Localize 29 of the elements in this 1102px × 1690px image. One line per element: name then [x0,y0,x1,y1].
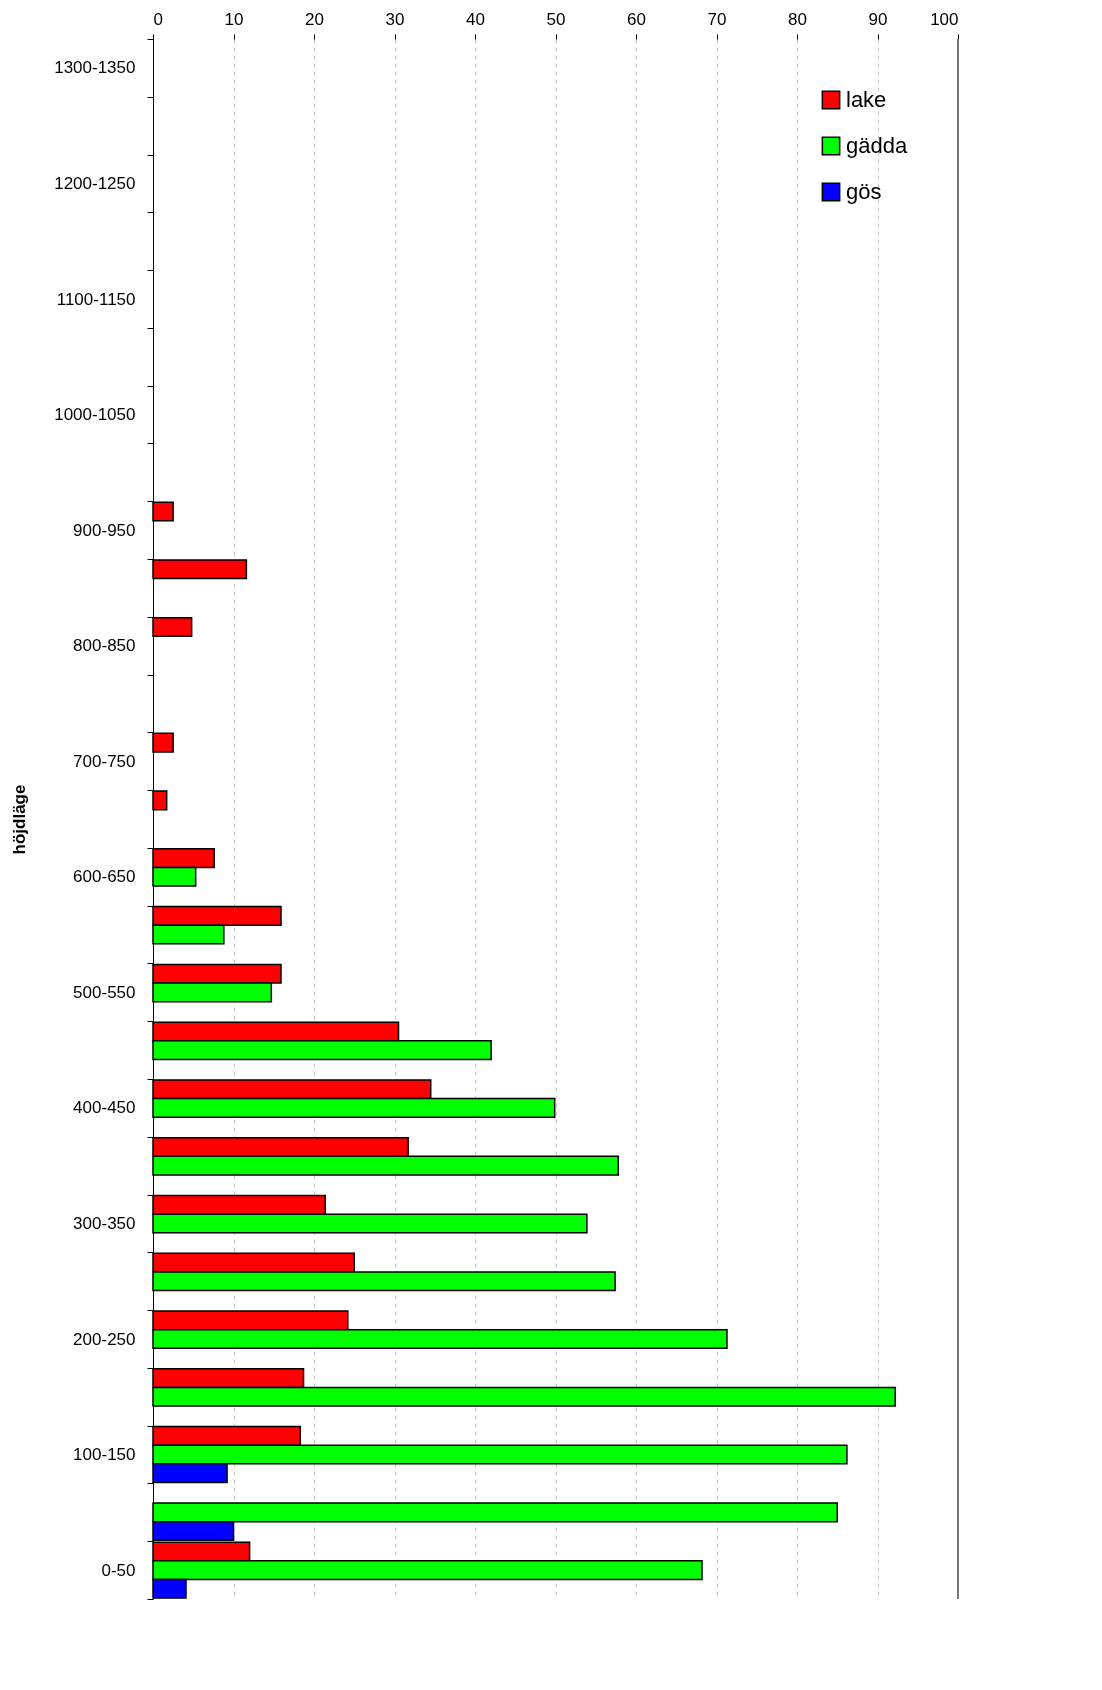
x-tick-label: 100 [930,9,959,29]
x-tick-label: 40 [466,9,485,29]
x-tick-label: 50 [546,9,566,29]
y-tick-label: 800-850 [73,636,136,656]
y-tick-label: 700-750 [73,751,136,771]
y-tick-label: 1200-1250 [54,173,136,193]
y-tick-label: 500-550 [73,982,136,1002]
legend-label: gädda [846,133,908,158]
x-tick-label: 30 [385,9,405,29]
x-tick-label: 10 [224,9,244,29]
y-axis-title: höjdläge [10,784,30,855]
y-tick-label: 1000-1050 [54,405,136,425]
y-tick-label: 900-950 [73,520,136,540]
y-tick-label: 100-150 [73,1445,136,1465]
y-tick-label: 1300-1350 [54,58,136,78]
y-tick-label: 400-450 [73,1098,136,1118]
legend-label: lake [846,87,887,112]
y-tick-label: 1100-1150 [56,289,136,309]
y-tick-label: 300-350 [73,1213,136,1233]
y-tick-label: 0-50 [101,1560,136,1580]
x-tick-label: 20 [305,9,324,29]
x-tick-label: 90 [868,9,888,29]
legend-label: gös [846,179,882,204]
x-tick-label: 0 [153,9,163,29]
y-tick-label: 600-650 [73,867,136,887]
y-tick-label: 200-250 [73,1329,136,1349]
x-tick-label: 70 [707,9,727,29]
x-tick-label: 60 [627,9,646,29]
x-tick-label: 80 [788,9,807,29]
